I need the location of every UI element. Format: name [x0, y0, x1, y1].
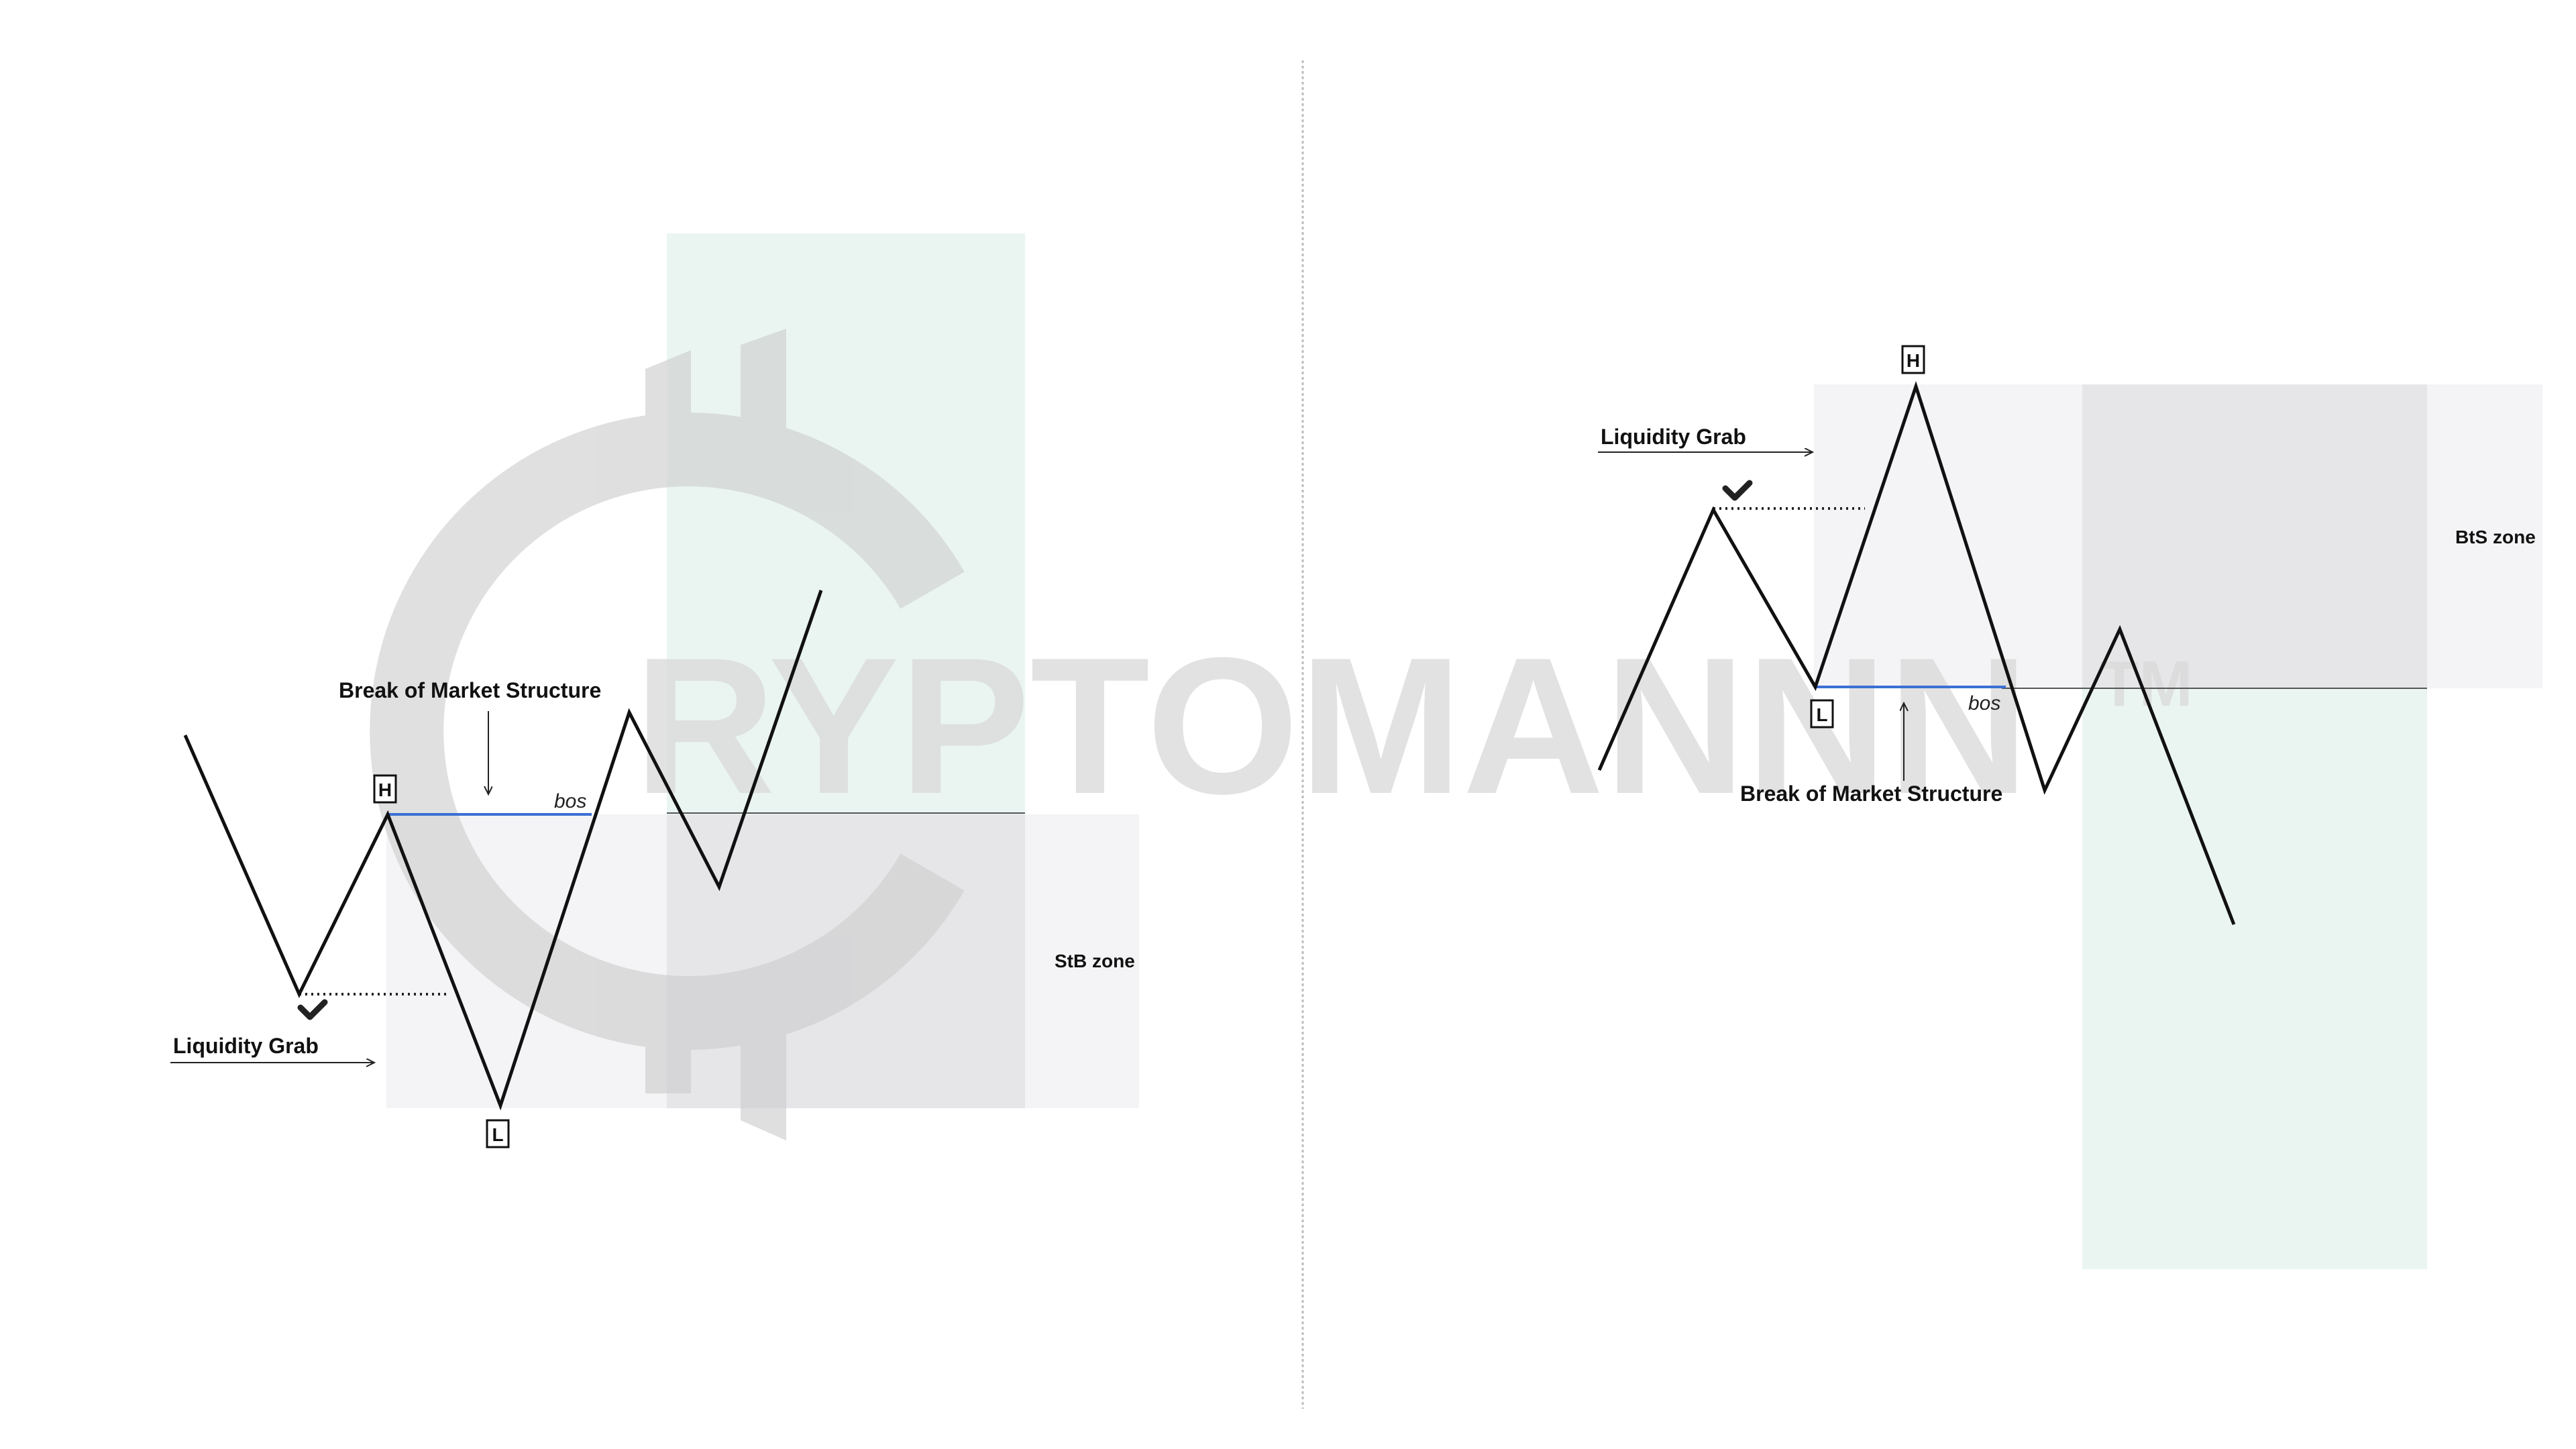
checkmark-icon	[297, 999, 328, 1020]
right-bos-tag: bos	[1968, 692, 2000, 714]
right-panel: H L Liquidity Grab Break of Market Struc…	[1597, 345, 2536, 925]
right-zones	[1814, 384, 2542, 1269]
right-high-marker: H	[1901, 345, 1925, 374]
left-high-marker: H	[373, 774, 397, 804]
left-low-marker: L	[486, 1119, 510, 1148]
checkmark-icon	[1722, 480, 1753, 501]
right-overlap-zone	[2082, 384, 2427, 688]
right-high-marker-text: H	[1907, 350, 1920, 371]
left-zones	[386, 233, 1139, 1108]
left-liquidity-grab-label: Liquidity Grab	[173, 1034, 319, 1058]
left-panel: H L Liquidity Grab Break of Market Struc…	[170, 590, 1135, 1148]
left-high-marker-text: H	[378, 780, 392, 800]
watermark-trademark: TM	[2100, 648, 2193, 720]
right-zone-label: BtS zone	[2455, 527, 2536, 547]
left-bos-heading: Break of Market Structure	[339, 678, 601, 702]
left-price-path	[183, 590, 823, 1111]
left-low-marker-text: L	[492, 1124, 503, 1145]
right-liquidity-grab-label: Liquidity Grab	[1601, 425, 1746, 449]
right-low-marker: L	[1810, 699, 1834, 729]
right-bos-heading: Break of Market Structure	[1740, 782, 2002, 806]
right-low-marker-text: L	[1816, 704, 1827, 725]
left-bos-tag: bos	[554, 790, 586, 812]
right-price-path	[1597, 380, 2236, 925]
left-zone-label: StB zone	[1055, 951, 1135, 971]
right-target-zone	[2082, 688, 2427, 1269]
crypto-logo-icon	[370, 329, 965, 1140]
